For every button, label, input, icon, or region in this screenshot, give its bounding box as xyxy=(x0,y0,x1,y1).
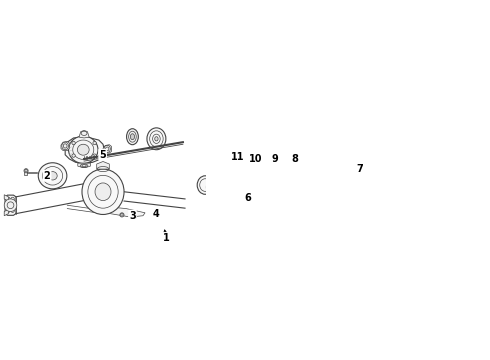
Ellipse shape xyxy=(77,144,89,155)
Circle shape xyxy=(275,184,290,199)
Circle shape xyxy=(8,203,13,208)
Ellipse shape xyxy=(197,176,213,194)
Circle shape xyxy=(291,198,294,201)
Ellipse shape xyxy=(212,183,219,191)
Text: 2: 2 xyxy=(44,171,50,181)
Circle shape xyxy=(278,198,281,201)
Text: 6: 6 xyxy=(245,193,251,203)
Circle shape xyxy=(93,141,97,145)
Ellipse shape xyxy=(69,136,98,163)
Circle shape xyxy=(278,184,294,199)
Text: 10: 10 xyxy=(249,154,263,164)
Ellipse shape xyxy=(206,177,224,197)
Polygon shape xyxy=(263,174,284,208)
Ellipse shape xyxy=(126,129,138,145)
Polygon shape xyxy=(4,195,8,201)
Text: 7: 7 xyxy=(357,165,363,175)
Text: 9: 9 xyxy=(271,154,278,164)
Polygon shape xyxy=(61,141,70,150)
Circle shape xyxy=(264,183,283,201)
Circle shape xyxy=(279,177,283,181)
Polygon shape xyxy=(5,195,16,215)
Polygon shape xyxy=(79,130,89,138)
Polygon shape xyxy=(78,163,90,167)
Ellipse shape xyxy=(95,183,111,201)
Ellipse shape xyxy=(217,177,238,202)
Circle shape xyxy=(4,199,17,212)
Polygon shape xyxy=(103,145,111,153)
Text: 8: 8 xyxy=(291,154,298,164)
Circle shape xyxy=(93,154,97,157)
Ellipse shape xyxy=(82,169,124,215)
Circle shape xyxy=(24,168,28,173)
Circle shape xyxy=(72,154,75,157)
Ellipse shape xyxy=(38,163,67,189)
Polygon shape xyxy=(65,137,104,163)
Text: 11: 11 xyxy=(231,152,245,162)
Text: 1: 1 xyxy=(163,233,170,243)
Circle shape xyxy=(72,141,75,145)
Circle shape xyxy=(279,202,283,207)
Text: 5: 5 xyxy=(99,150,106,160)
Text: 4: 4 xyxy=(153,209,160,219)
Circle shape xyxy=(264,202,268,207)
Ellipse shape xyxy=(226,177,251,206)
Polygon shape xyxy=(101,206,145,217)
Ellipse shape xyxy=(130,134,135,140)
Polygon shape xyxy=(24,171,27,175)
Text: 3: 3 xyxy=(129,211,136,221)
Polygon shape xyxy=(97,162,109,169)
Ellipse shape xyxy=(147,128,166,150)
Circle shape xyxy=(264,177,268,181)
Circle shape xyxy=(291,183,294,186)
Circle shape xyxy=(278,183,281,186)
Ellipse shape xyxy=(48,172,57,180)
Circle shape xyxy=(132,215,137,219)
Ellipse shape xyxy=(155,137,158,141)
Polygon shape xyxy=(4,210,8,216)
Circle shape xyxy=(120,213,124,217)
